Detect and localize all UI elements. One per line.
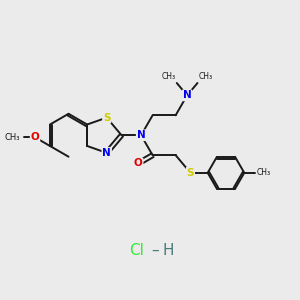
Text: S: S xyxy=(187,168,194,178)
Text: –: – xyxy=(152,243,159,258)
Text: O: O xyxy=(31,132,39,142)
Text: N: N xyxy=(183,90,191,100)
Text: CH₃: CH₃ xyxy=(4,133,20,142)
Text: Cl: Cl xyxy=(129,243,144,258)
Text: S: S xyxy=(103,112,110,123)
Text: H: H xyxy=(163,243,175,258)
Text: CH₃: CH₃ xyxy=(161,72,175,81)
Text: O: O xyxy=(134,158,142,169)
Text: N: N xyxy=(102,148,111,158)
Text: CH₃: CH₃ xyxy=(257,168,271,177)
Text: N: N xyxy=(137,130,146,140)
Text: CH₃: CH₃ xyxy=(199,72,213,81)
